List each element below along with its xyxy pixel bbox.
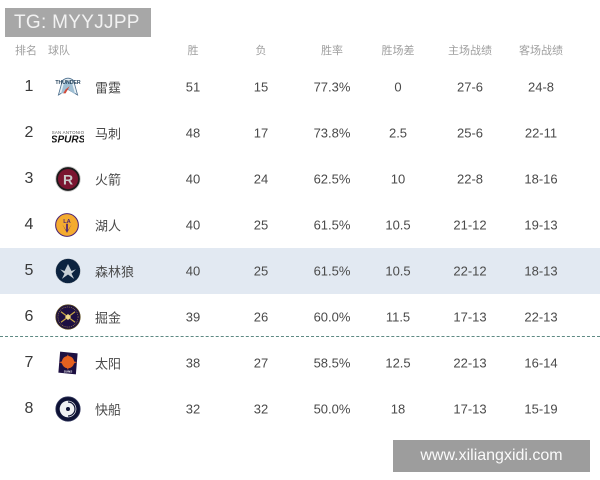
svg-text:THUNDER: THUNDER	[55, 80, 81, 86]
svg-text:SUNS: SUNS	[64, 370, 72, 374]
svg-text:SPURS: SPURS	[52, 135, 84, 146]
svg-text:R: R	[63, 171, 73, 187]
